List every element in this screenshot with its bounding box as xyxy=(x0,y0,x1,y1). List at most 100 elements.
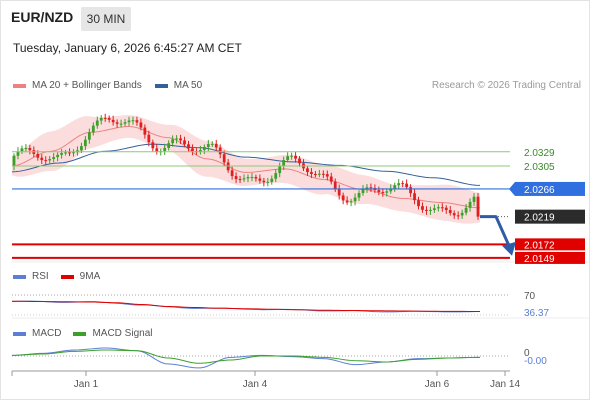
x-tick-label: Jan 14 xyxy=(490,379,520,390)
last-price-label: 2.0219 xyxy=(524,213,555,224)
candle-body xyxy=(24,148,28,150)
candle-body xyxy=(12,155,16,166)
candle-body xyxy=(413,193,416,201)
last-price-tag xyxy=(515,209,585,224)
candle-body xyxy=(377,190,381,193)
candle-body xyxy=(337,188,341,196)
candle-body xyxy=(456,215,460,217)
candle-body xyxy=(440,207,444,209)
candle-body xyxy=(238,179,242,181)
macd-series-line xyxy=(11,349,481,364)
candle-body xyxy=(210,143,214,145)
candle-body xyxy=(425,209,428,211)
candle-body xyxy=(163,147,167,152)
main-legend: MA 20 + Bollinger Bands MA 50 xyxy=(13,80,202,91)
macd-zero-label: 0 xyxy=(524,348,530,359)
candle-body xyxy=(72,152,75,154)
candle-body xyxy=(333,181,337,189)
legend-macd: MACD xyxy=(32,328,62,339)
support-tag xyxy=(515,251,585,264)
candle-body xyxy=(314,174,317,176)
candle-body xyxy=(36,153,40,158)
rsi-ma-swatch xyxy=(60,274,74,279)
candle-body xyxy=(230,170,234,177)
candle-body xyxy=(183,140,186,145)
candle-body xyxy=(139,122,143,128)
candle-body xyxy=(198,149,202,152)
candle-body xyxy=(448,210,452,214)
candle-body xyxy=(147,134,151,143)
research-credit: Research © 2026 Trading Central xyxy=(431,80,581,91)
candle-body xyxy=(179,138,182,141)
support-label: 2.0172 xyxy=(524,240,555,251)
candle-body xyxy=(52,157,56,160)
candle-body xyxy=(99,117,103,121)
candle-body xyxy=(385,191,389,193)
candle-body xyxy=(16,151,20,156)
candle-body xyxy=(476,196,480,217)
candle-body xyxy=(341,195,345,201)
forecast-arrow-line xyxy=(480,215,511,247)
candle-body xyxy=(464,207,468,213)
timestamp: Tuesday, January 6, 2026 6:45:27 AM CET xyxy=(13,41,242,55)
candle-body xyxy=(171,139,175,144)
support-tag xyxy=(515,238,585,251)
candle-body xyxy=(48,159,52,161)
candle-body xyxy=(127,120,131,123)
candle-body xyxy=(191,148,194,152)
candle-body xyxy=(202,146,206,150)
candle-body xyxy=(429,209,432,211)
candle-body xyxy=(28,148,32,151)
rsi-series-line xyxy=(11,300,481,313)
candle-body xyxy=(258,178,262,181)
candle-body xyxy=(278,166,282,174)
candle-body xyxy=(349,201,353,203)
pivot-tag-arrow xyxy=(509,181,515,196)
candle-body xyxy=(214,143,218,148)
rsi-legend: RSI 9MA xyxy=(13,271,100,282)
candle-body xyxy=(95,120,99,126)
legend-rsi: RSI xyxy=(32,271,49,282)
legend-ma50: MA 50 xyxy=(173,80,203,91)
currency-pair-title: EUR/NZD xyxy=(11,9,74,25)
candle-body xyxy=(436,207,440,209)
macd-swatch xyxy=(13,331,26,336)
candle-body xyxy=(103,117,107,119)
rsi-swatch xyxy=(13,274,26,279)
candle-body xyxy=(317,173,321,175)
candle-body xyxy=(222,154,226,163)
candle-body xyxy=(80,146,83,151)
candle-body xyxy=(417,200,420,207)
candle-body xyxy=(167,143,171,148)
candle-body xyxy=(401,183,405,185)
candle-body xyxy=(143,127,147,135)
candle-body xyxy=(393,185,397,189)
rsi-level-label: 70 xyxy=(524,291,536,302)
candle-body xyxy=(254,177,258,179)
candle-body xyxy=(242,178,246,180)
macd-signal-swatch xyxy=(73,331,87,336)
candle-body xyxy=(353,197,357,202)
rsi-current-label: 36.37 xyxy=(524,308,549,319)
legend-ma20: MA 20 + Bollinger Bands xyxy=(32,80,142,91)
candle-body xyxy=(310,172,313,175)
candle-body xyxy=(135,120,139,123)
candle-body xyxy=(44,160,48,162)
candles xyxy=(12,113,480,220)
timeframe-button[interactable]: 30 MIN xyxy=(81,7,131,31)
ma50-line xyxy=(11,143,481,186)
candle-body xyxy=(83,139,87,147)
candle-body xyxy=(266,181,270,183)
candle-body xyxy=(119,123,123,125)
rsi-series-line xyxy=(11,300,481,312)
candle-body xyxy=(68,152,71,154)
candle-body xyxy=(262,180,266,183)
candle-body xyxy=(421,206,424,210)
candle-body xyxy=(472,196,476,202)
ma50-swatch xyxy=(154,83,168,88)
candle-body xyxy=(298,158,301,164)
candle-body xyxy=(389,188,393,192)
support-label: 2.0149 xyxy=(524,254,555,265)
legend-macd-signal: MACD Signal xyxy=(92,328,153,339)
